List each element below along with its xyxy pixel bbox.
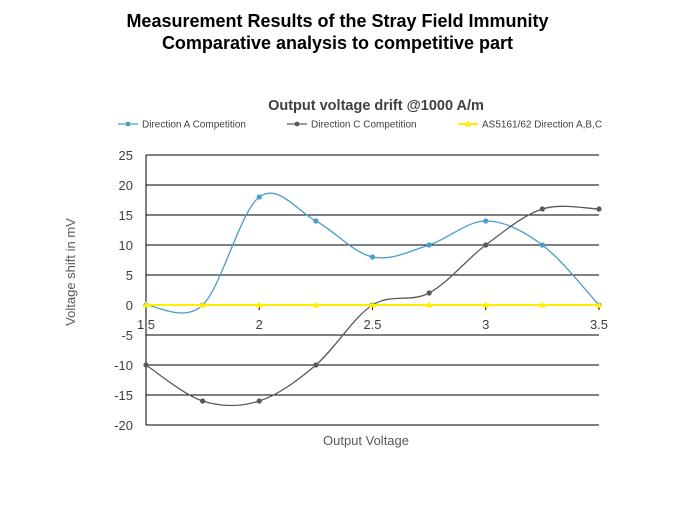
data-point xyxy=(369,301,376,308)
data-point xyxy=(483,218,489,224)
data-point xyxy=(199,301,207,308)
slide-title-line1: Measurement Results of the Stray Field I… xyxy=(126,11,549,31)
x-tick-label: 1.5 xyxy=(137,317,155,332)
chart-gridlines xyxy=(146,154,599,426)
y-tick-label: -15 xyxy=(114,388,133,403)
series-1 xyxy=(143,192,602,314)
chart-series xyxy=(142,192,603,407)
y-tick-label: 0 xyxy=(126,298,133,313)
data-point xyxy=(142,301,150,308)
chart-axes: 25 20 15 10 5 0 -5 -10 -15 -20 1.5 2 2.5 3 3.5 xyxy=(114,148,608,433)
y-tick-label: -10 xyxy=(114,358,133,373)
legend-label: Direction A Competition xyxy=(142,120,246,131)
data-point xyxy=(426,290,432,296)
y-tick-label: -20 xyxy=(114,418,133,433)
data-point xyxy=(596,206,602,212)
x-axis-label: Output Voltage xyxy=(323,433,409,448)
data-point xyxy=(313,362,319,368)
data-point xyxy=(483,242,489,248)
data-point xyxy=(313,218,319,224)
x-tick-label: 2.5 xyxy=(363,317,381,332)
legend-marker xyxy=(294,121,300,127)
legend-item: Direction C Competition xyxy=(287,120,417,131)
data-point xyxy=(539,206,545,212)
legend-item: AS5161/62 Direction A,B,C xyxy=(458,120,602,131)
y-axis-label: Voltage shift in mV xyxy=(63,218,78,326)
series-3 xyxy=(142,301,603,308)
x-tick-label: 3.5 xyxy=(590,317,608,332)
data-point xyxy=(426,242,432,248)
chart-legend: Direction A Competition Direction C Compe… xyxy=(118,120,602,131)
legend-marker xyxy=(464,120,472,127)
data-point xyxy=(538,301,546,308)
y-tick-label: 20 xyxy=(119,178,133,193)
y-tick-label: -5 xyxy=(121,328,133,343)
legend-label: AS5161/62 Direction A,B,C xyxy=(482,120,602,131)
y-tick-label: 5 xyxy=(126,268,133,283)
data-point xyxy=(539,242,545,248)
legend-label: Direction C Competition xyxy=(311,120,417,131)
data-point xyxy=(595,301,603,308)
data-point xyxy=(312,301,320,308)
y-tick-label: 25 xyxy=(119,148,133,163)
y-tick-label: 15 xyxy=(119,208,133,223)
legend-item: Direction A Competition xyxy=(118,120,246,131)
y-tick-label: 10 xyxy=(119,238,133,253)
x-tick-label: 2 xyxy=(256,317,263,332)
data-point xyxy=(482,301,490,308)
data-point xyxy=(255,301,263,308)
data-point xyxy=(256,398,262,404)
chart-title: Output voltage drift @1000 A/m xyxy=(268,98,484,114)
slide-title: Measurement Results of the Stray Field I… xyxy=(0,10,675,54)
data-point xyxy=(369,254,376,260)
data-point xyxy=(200,398,206,404)
legend-marker xyxy=(125,121,131,127)
x-tick-label: 3 xyxy=(482,317,489,332)
data-point xyxy=(256,194,262,200)
data-point xyxy=(425,301,433,308)
series-line xyxy=(145,192,600,314)
slide-title-line2: Comparative analysis to competitive part xyxy=(161,33,514,53)
data-point xyxy=(143,362,149,368)
